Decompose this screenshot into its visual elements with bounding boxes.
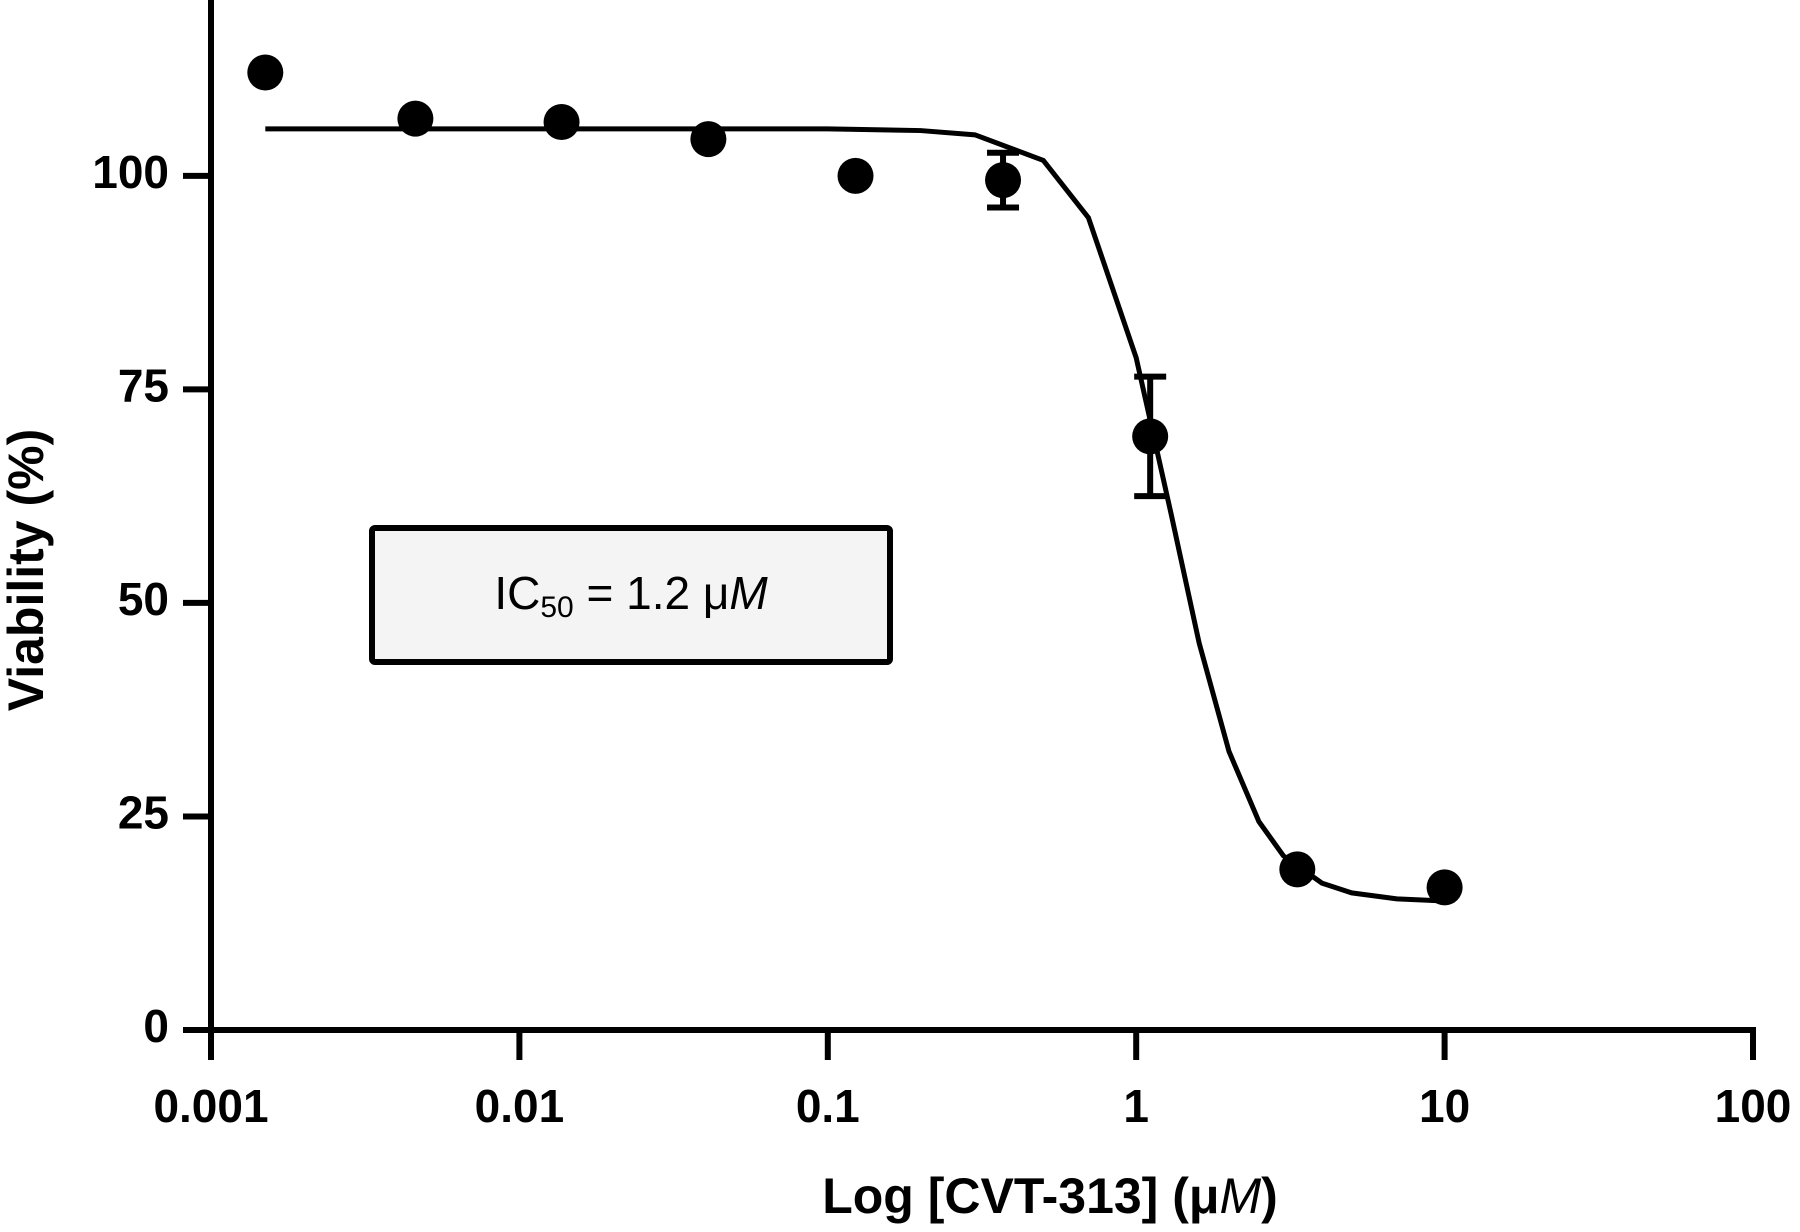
x-tick-label: 0.001 (153, 1080, 268, 1132)
data-point (837, 157, 874, 194)
y-tick-label: 100 (92, 146, 169, 198)
fit-line (265, 126, 1445, 904)
x-tick-label: 0.1 (796, 1080, 860, 1132)
x-tick-label: 0.01 (475, 1080, 565, 1132)
data-point (985, 162, 1022, 199)
x-tick-label: 10 (1419, 1080, 1470, 1132)
y-tick-label: 75 (118, 360, 169, 412)
data-point (1132, 418, 1169, 455)
x-axis-title-part: ) (1261, 1168, 1278, 1224)
data-point (247, 54, 284, 91)
y-axis-title: Viability (%) (0, 429, 54, 711)
annotation-unit: M (729, 567, 768, 619)
x-tick-label: 100 (1715, 1080, 1792, 1132)
annotation-subscript: 50 (540, 591, 573, 624)
x-axis-title-unit: M (1219, 1168, 1261, 1224)
x-axis-title: Log [CVT-313] (μM) (822, 1168, 1278, 1224)
x-axis-title-part: Log [CVT-313] (μ (822, 1168, 1219, 1224)
x-tick-label: 1 (1123, 1080, 1149, 1132)
annotation-text: IC (494, 567, 540, 619)
annotation-text: = 1.2 μ (574, 567, 730, 619)
annotation-box (369, 525, 893, 665)
data-point (1426, 869, 1463, 906)
y-tick-label: 25 (118, 787, 169, 839)
data-point (543, 104, 580, 141)
annotation: IC50 = 1.2 μM (494, 567, 768, 624)
y-tick-label: 0 (143, 1000, 169, 1052)
y-tick-label: 50 (118, 573, 169, 625)
